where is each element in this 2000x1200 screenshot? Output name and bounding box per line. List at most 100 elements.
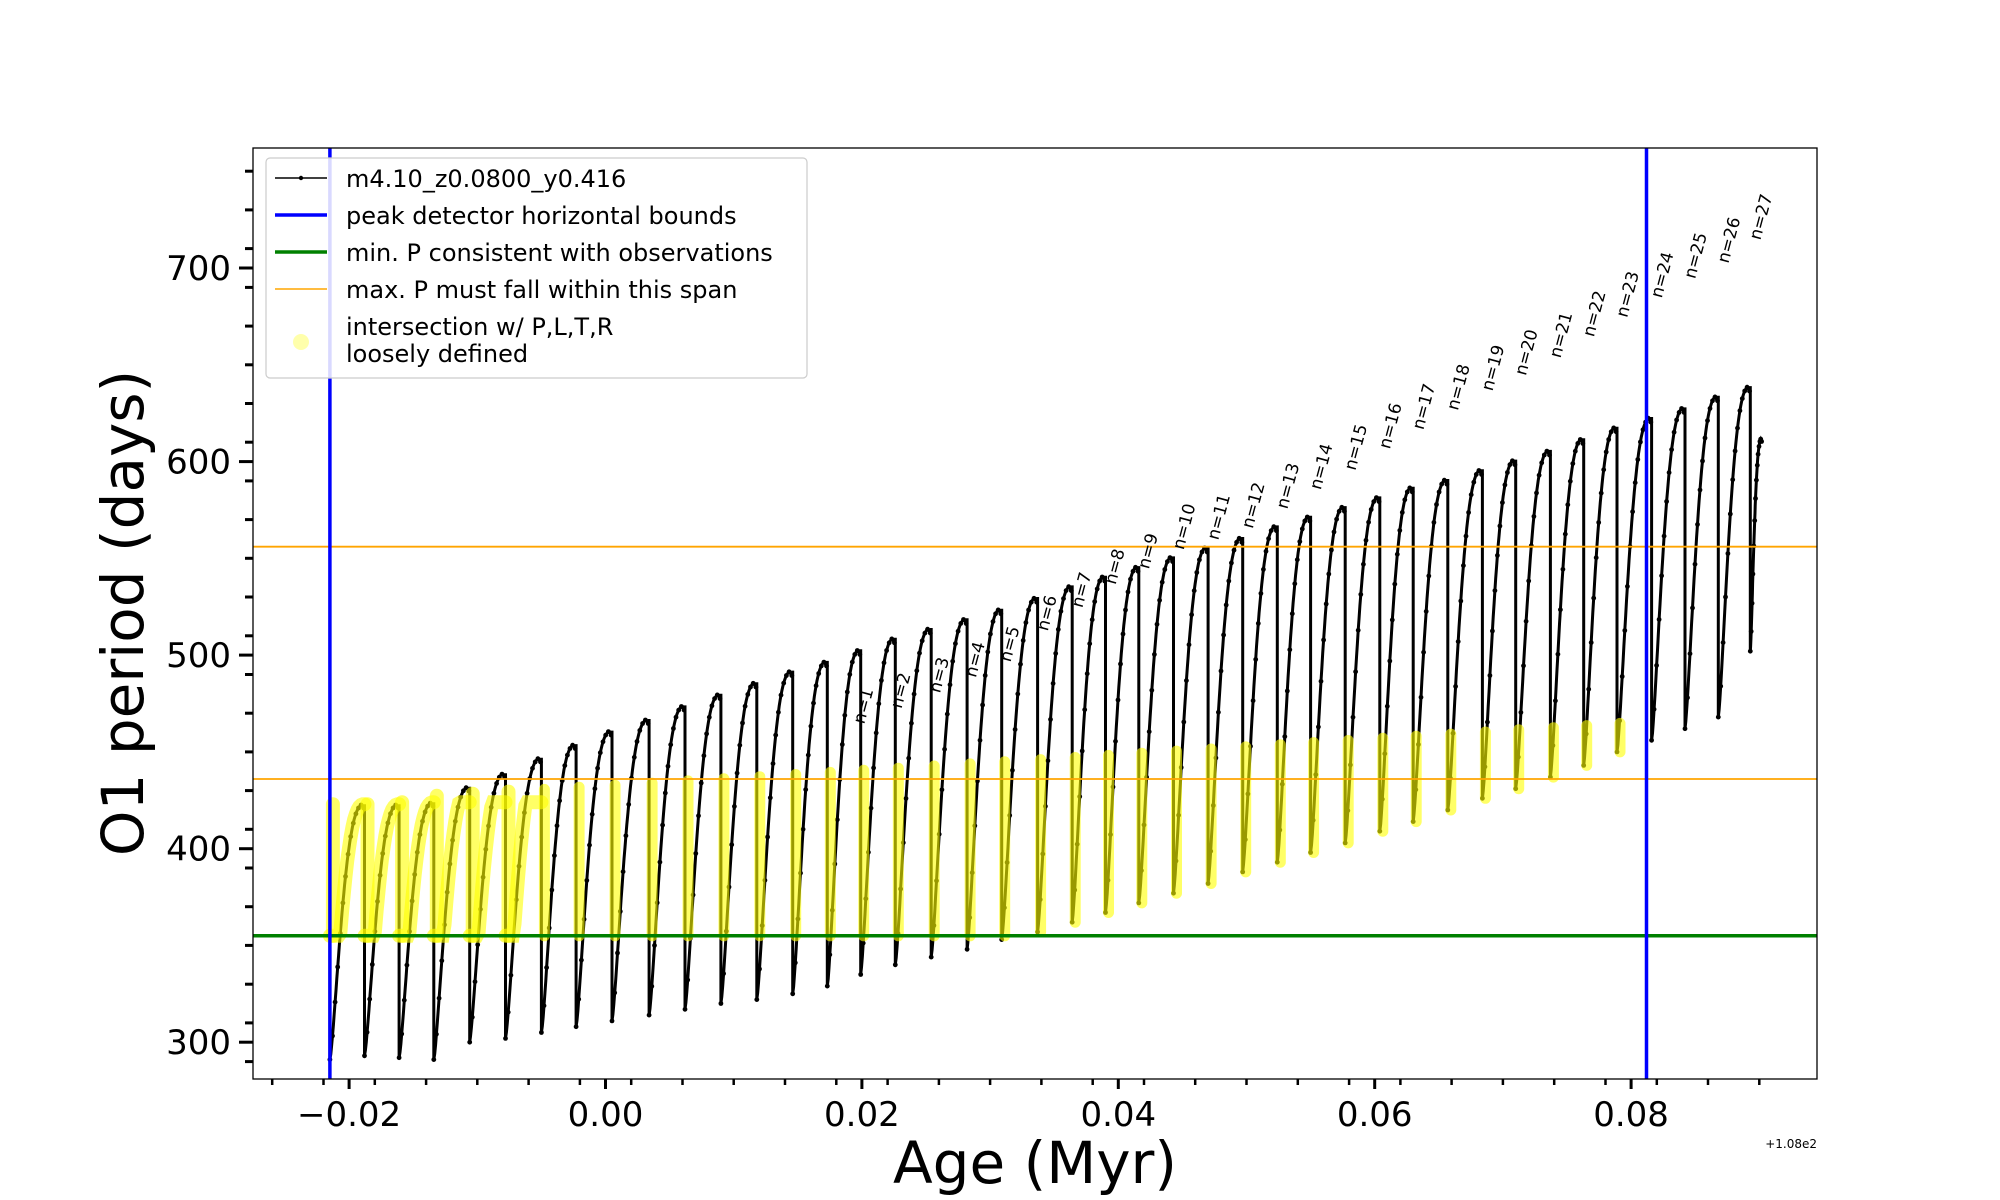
track-point <box>1544 448 1550 454</box>
reference-lines <box>253 148 1817 1079</box>
track-point <box>854 648 860 653</box>
track-point <box>1397 528 1403 533</box>
track-point <box>567 746 573 751</box>
track-point <box>1682 726 1688 732</box>
x-tick-label: 0.06 <box>1337 1095 1413 1135</box>
track-point <box>1471 479 1477 485</box>
track-point <box>1638 439 1643 445</box>
track-point <box>1507 462 1513 468</box>
track-point <box>364 1029 370 1035</box>
track-point <box>1702 435 1708 441</box>
track-point <box>491 790 497 796</box>
track-point <box>742 703 748 709</box>
track-point <box>1149 687 1155 693</box>
track-point <box>362 1053 367 1059</box>
track-point <box>597 750 603 756</box>
track-point <box>1497 523 1503 529</box>
track-point <box>1676 410 1682 415</box>
track-point <box>1674 417 1679 423</box>
track-point <box>818 663 824 669</box>
track-point <box>1697 487 1703 493</box>
track-point <box>696 813 701 819</box>
track-point <box>1331 529 1337 535</box>
track-point <box>1299 526 1305 532</box>
track-point <box>1654 663 1659 668</box>
track-point <box>660 822 665 828</box>
track-point <box>1218 668 1224 674</box>
track-point <box>682 1006 688 1012</box>
track-point <box>873 730 879 736</box>
track-point <box>1392 581 1398 587</box>
track-point <box>776 709 781 715</box>
track-point <box>1358 592 1364 597</box>
track-point <box>754 997 760 1002</box>
track-point <box>1737 408 1743 414</box>
track-point <box>868 805 874 811</box>
track-point <box>1586 686 1592 692</box>
track-point <box>1455 639 1461 644</box>
track-point <box>640 721 645 726</box>
track-point <box>942 746 947 752</box>
track-point <box>662 790 668 796</box>
track-point <box>1063 588 1069 593</box>
track-point <box>1181 719 1187 725</box>
track-point <box>1371 499 1377 504</box>
track-point <box>1565 502 1571 508</box>
track-point <box>1355 627 1361 633</box>
track-point <box>1263 548 1269 554</box>
track-point <box>1718 683 1724 689</box>
track-point <box>595 765 600 771</box>
track-point <box>1458 598 1464 604</box>
track-point <box>1749 600 1755 606</box>
track-point <box>1536 472 1542 478</box>
track-point <box>939 787 945 793</box>
track-point <box>1399 510 1405 515</box>
track-point <box>1598 490 1604 496</box>
track-point <box>1588 640 1594 645</box>
track-point <box>786 669 792 675</box>
track-point <box>463 785 469 791</box>
track-point <box>1066 584 1072 590</box>
track-point <box>1157 597 1162 603</box>
track-point <box>1510 458 1515 464</box>
track-point <box>499 771 505 777</box>
track-point <box>1015 691 1021 697</box>
track-point <box>1336 508 1342 514</box>
legend-swatch-track-marker <box>298 175 304 181</box>
track-point <box>1572 448 1578 454</box>
x-tick-label: −0.02 <box>297 1095 401 1135</box>
track-point <box>1087 641 1093 647</box>
track-point <box>1058 608 1064 614</box>
legend-label-track: m4.10_z0.0800_y0.416 <box>346 165 626 193</box>
track-point <box>676 707 682 713</box>
track-point <box>1384 703 1390 709</box>
y-tick-label: 500 <box>166 636 231 676</box>
track-point <box>434 1031 439 1037</box>
track-point <box>995 607 1001 613</box>
track-point <box>1113 738 1118 744</box>
track-point <box>1284 688 1290 694</box>
track-point <box>1591 595 1597 601</box>
track-point <box>562 763 568 768</box>
track-point <box>1287 647 1293 653</box>
track-point <box>1732 448 1738 454</box>
track-point <box>808 723 814 729</box>
track-point <box>469 1014 475 1020</box>
track-point <box>911 691 917 697</box>
track-point <box>1523 618 1529 624</box>
track-point <box>1368 507 1374 512</box>
track-point <box>693 851 699 856</box>
track-point <box>704 731 709 737</box>
track-point <box>1558 607 1563 613</box>
track-point <box>1606 437 1612 442</box>
track-point <box>1234 539 1239 545</box>
track-point <box>1463 533 1469 539</box>
track-point <box>587 842 592 848</box>
track-point <box>1061 596 1066 601</box>
track-point <box>847 672 853 677</box>
track-point <box>1700 458 1705 464</box>
track-point <box>706 714 712 720</box>
track-point <box>721 971 726 976</box>
track-point <box>1130 568 1136 574</box>
track-point <box>508 972 514 978</box>
